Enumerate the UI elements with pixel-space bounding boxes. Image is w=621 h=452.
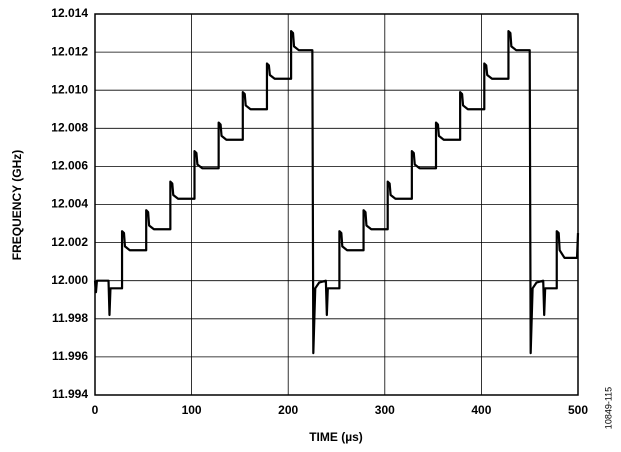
y-tick-label: 12.008 [51,120,88,134]
y-tick-label: 11.998 [52,311,88,325]
x-axis-label: TIME (µs) [309,430,363,444]
plot-frame [94,13,579,396]
y-tick-label: 12.004 [51,197,88,211]
y-tick-label: 12.002 [51,235,88,249]
y-axis-label: FREQUENCY (GHz) [10,150,24,260]
y-tick-label: 12.000 [51,273,88,287]
y-tick-label: 12.010 [51,82,88,96]
y-tick-label: 11.996 [52,349,88,363]
y-tick-label: 12.012 [51,44,88,58]
x-tick-label: 300 [375,403,395,417]
y-tick-label: 12.006 [51,159,88,173]
x-tick-label: 0 [92,403,99,417]
x-tick-label: 200 [278,403,298,417]
y-tick-label: 12.014 [51,6,88,20]
x-tick-label: 400 [471,403,491,417]
figure-id: 10849-115 [603,387,613,429]
frequency-trace [93,30,580,355]
x-tick-label: 500 [568,403,588,417]
y-tick-label: 11.994 [52,387,88,401]
x-tick-label: 100 [182,403,202,417]
